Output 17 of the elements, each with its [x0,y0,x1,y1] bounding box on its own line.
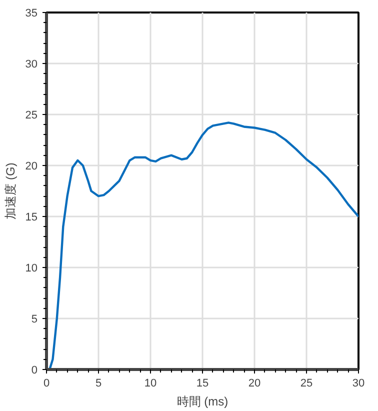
x-tick-label: 0 [43,378,50,390]
x-tick-label: 30 [352,378,365,390]
y-axis-title: 加速度 (G) [3,162,18,220]
x-tick-label: 25 [300,378,313,390]
x-tick-label: 15 [196,378,209,390]
y-tick-label: 30 [25,58,38,70]
y-tick-label: 0 [31,364,38,376]
y-tick-label: 25 [25,110,38,122]
y-tick-label: 15 [25,212,38,224]
x-axis-title: 時間 (ms) [176,394,228,408]
y-tick-label: 35 [25,8,38,20]
y-tick-label: 5 [31,314,38,326]
x-tick-label: 5 [95,378,102,390]
y-tick-label: 10 [25,262,38,274]
x-tick-label: 20 [248,378,261,390]
x-tick-label: 10 [144,378,157,390]
y-tick-label: 20 [25,160,38,172]
